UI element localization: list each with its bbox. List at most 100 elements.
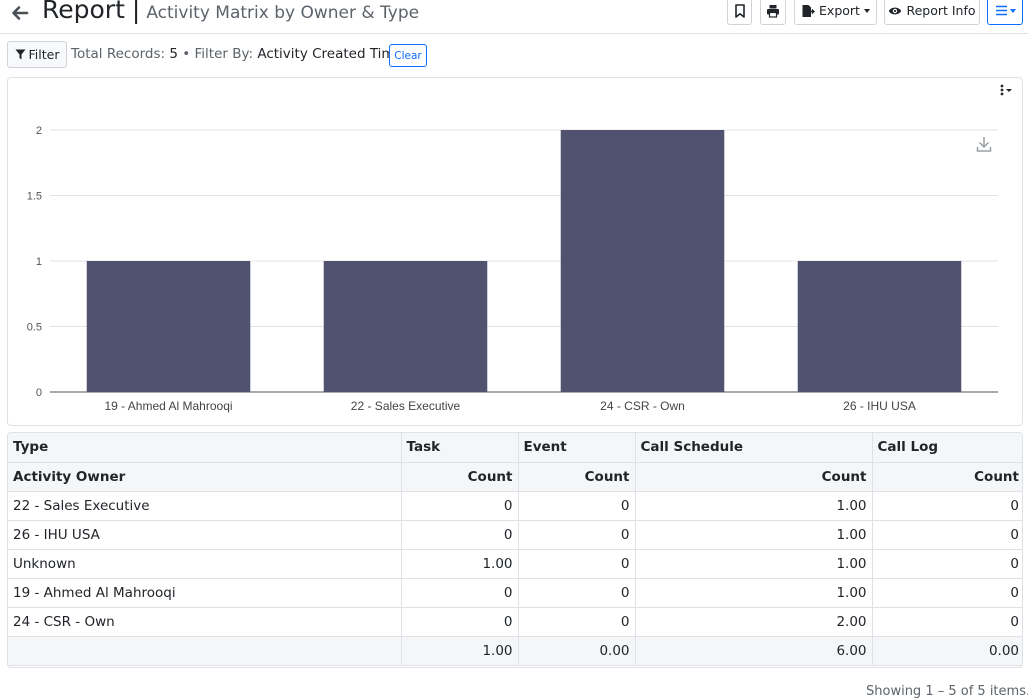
event-count-cell: 0: [518, 578, 636, 608]
bookmark-button[interactable]: [727, 0, 752, 25]
column-header-event[interactable]: Event: [518, 433, 636, 463]
bar-chart: 0 0.5 1 1.5 2 19 - Ahmed Al Mahrooqi 22 - Sale…: [27, 125, 998, 413]
chevron-down-icon: [863, 8, 870, 13]
total-records-value: 5: [169, 46, 178, 62]
call-log-count-cell: 0: [872, 520, 1022, 550]
column-header-count[interactable]: Count: [872, 462, 1022, 492]
options-menu-button[interactable]: [987, 0, 1023, 25]
call-schedule-count-cell: 1.00: [635, 549, 873, 579]
owner-cell: 26 - IHU USA: [8, 520, 402, 550]
chart-card: 0 0.5 1 1.5 2 19 - Ahmed Al Mahrooqi 22 - Sale…: [7, 77, 1023, 426]
title-separator: |: [131, 0, 141, 24]
column-header-count[interactable]: Count: [401, 462, 519, 492]
bar[interactable]: [323, 261, 488, 392]
filter-button[interactable]: Filter: [7, 41, 67, 68]
table-row: 26 - IHU USA 0 0 1.00 0: [8, 520, 1022, 550]
call-log-count-cell: 0: [872, 549, 1022, 579]
filter-by-label: Filter By:: [194, 46, 254, 62]
event-count-cell: 0: [518, 491, 636, 521]
y-tick-label: 1.5: [27, 191, 42, 203]
call-log-count-cell: 0: [872, 607, 1022, 637]
back-button[interactable]: [8, 0, 32, 26]
export-dropdown-button[interactable]: Export: [794, 0, 877, 25]
column-header-type[interactable]: Type: [8, 433, 402, 463]
task-count-cell: 0: [401, 607, 519, 637]
total-records-label: Total Records:: [71, 46, 166, 62]
report-header: Report | Activity Matrix by Owner & Type…: [0, 0, 1028, 34]
call-schedule-count-cell: 1.00: [635, 520, 873, 550]
column-header-activity-owner[interactable]: Activity Owner: [8, 462, 402, 492]
task-count-cell: 1.00: [401, 549, 519, 579]
matrix-table: Type Task Event Call Schedule Call Log A…: [8, 433, 1022, 666]
event-total-cell: 0.00: [518, 636, 636, 666]
clear-filter-button[interactable]: Clear: [389, 44, 427, 67]
page-title: Report: [42, 0, 125, 24]
bar[interactable]: [560, 130, 725, 392]
export-label: Export: [819, 3, 860, 18]
column-header-count[interactable]: Count: [518, 462, 636, 492]
y-tick-label: 0: [36, 387, 42, 399]
event-count-cell: 0: [518, 520, 636, 550]
call-schedule-count-cell: 1.00: [635, 578, 873, 608]
y-tick-label: 1: [36, 256, 42, 268]
x-tick-label: 26 - IHU USA: [843, 399, 916, 413]
owner-cell: Unknown: [8, 549, 402, 579]
task-count-cell: 0: [401, 520, 519, 550]
totals-label-cell: [8, 636, 402, 666]
column-header-call-log[interactable]: Call Log: [872, 433, 1022, 463]
filter-label: Filter: [28, 47, 60, 62]
column-header-call-schedule[interactable]: Call Schedule: [635, 433, 873, 463]
funnel-icon: [15, 49, 26, 60]
x-tick-label: 22 - Sales Executive: [351, 399, 461, 413]
task-total-cell: 1.00: [401, 636, 519, 666]
table-subheader-row: Activity Owner Count Count Count Count: [8, 462, 1022, 492]
page-subtitle: Activity Matrix by Owner & Type: [146, 3, 420, 23]
chart-options-button[interactable]: [993, 79, 1019, 101]
bar[interactable]: [797, 261, 962, 392]
task-count-cell: 0: [401, 491, 519, 521]
table-row: 24 - CSR - Own 0 0 2.00 0: [8, 607, 1022, 637]
chevron-down-icon: [1009, 8, 1016, 13]
report-info-button[interactable]: Report Info: [884, 0, 980, 25]
totals-row: 1.00 0.00 6.00 0.00: [8, 636, 1022, 666]
event-count-cell: 0: [518, 607, 636, 637]
back-arrow-icon: [12, 6, 29, 20]
hamburger-menu-icon: [995, 5, 1007, 16]
table-row: Unknown 1.00 0 1.00 0: [8, 549, 1022, 579]
filter-by-value: Activity Created Time: [257, 46, 403, 62]
column-header-count[interactable]: Count: [635, 462, 873, 492]
export-file-icon: [802, 4, 816, 17]
separator-bullet: •: [182, 46, 191, 62]
vertical-dots-icon: [1000, 84, 1004, 96]
print-button[interactable]: [760, 0, 786, 25]
owner-cell: 19 - Ahmed Al Mahrooqi: [8, 578, 402, 608]
call-schedule-count-cell: 2.00: [635, 607, 873, 637]
event-count-cell: 0: [518, 549, 636, 579]
print-icon: [767, 4, 779, 18]
eye-icon: [889, 7, 902, 14]
download-icon: [976, 137, 992, 152]
table-header-row: Type Task Event Call Schedule Call Log: [8, 433, 1022, 463]
y-tick-label: 2: [36, 125, 42, 137]
filter-summary: Total Records: 5 • Filter By: Activity C…: [71, 46, 403, 62]
table-row: 19 - Ahmed Al Mahrooqi 0 0 1.00 0: [8, 578, 1022, 608]
call-schedule-total-cell: 6.00: [635, 636, 873, 666]
y-tick-label: 0.5: [27, 322, 42, 334]
call-log-total-cell: 0.00: [872, 636, 1022, 666]
column-header-task[interactable]: Task: [401, 433, 519, 463]
chevron-down-icon: [1006, 88, 1012, 92]
report-info-label: Report Info: [906, 3, 976, 18]
call-schedule-count-cell: 1.00: [635, 491, 873, 521]
x-tick-label: 24 - CSR - Own: [600, 399, 685, 413]
chart-download-button[interactable]: [974, 134, 994, 154]
pagination-info: Showing 1 – 5 of 5 items.: [866, 684, 1028, 699]
owner-cell: 24 - CSR - Own: [8, 607, 402, 637]
owner-cell: 22 - Sales Executive: [8, 491, 402, 521]
call-log-count-cell: 0: [872, 578, 1022, 608]
task-count-cell: 0: [401, 578, 519, 608]
table-row: 22 - Sales Executive 0 0 1.00 0: [8, 491, 1022, 521]
title-group: Report | Activity Matrix by Owner & Type: [42, 0, 419, 24]
matrix-table-container: Type Task Event Call Schedule Call Log A…: [7, 432, 1023, 668]
call-log-count-cell: 0: [872, 491, 1022, 521]
bar[interactable]: [86, 261, 251, 392]
